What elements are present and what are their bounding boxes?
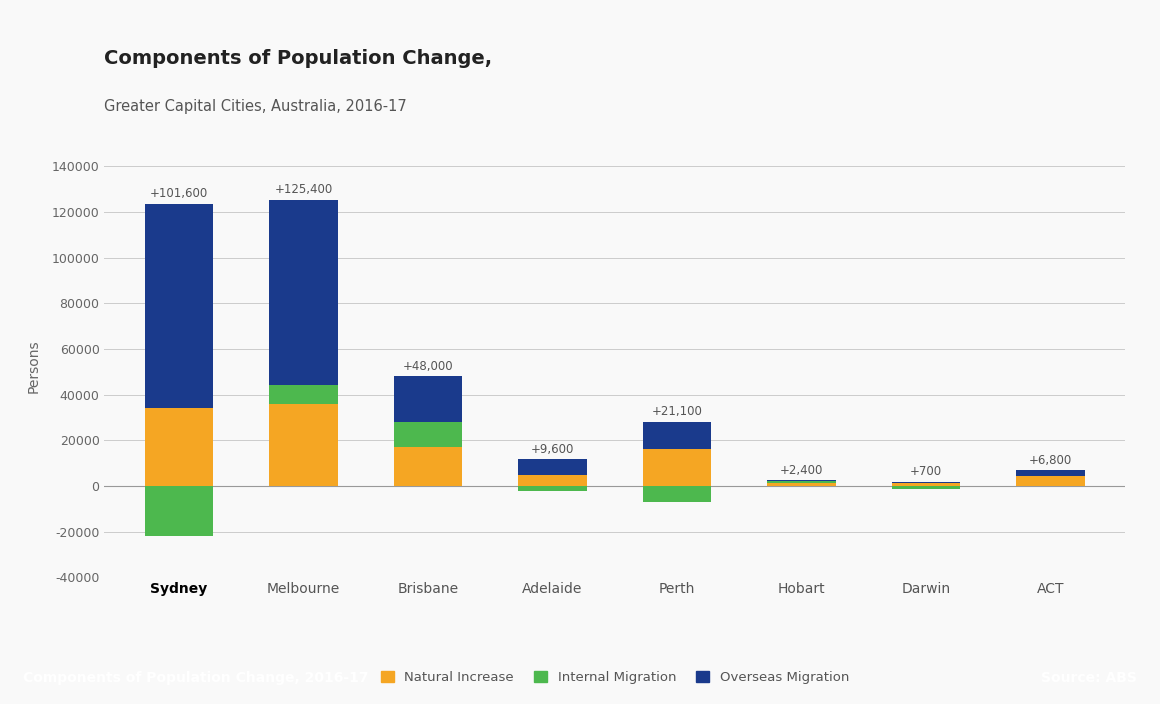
Bar <box>269 386 338 404</box>
Bar <box>519 474 587 486</box>
Text: +9,600: +9,600 <box>531 443 574 456</box>
Y-axis label: Persons: Persons <box>27 339 41 393</box>
Bar <box>394 422 463 447</box>
Bar <box>892 486 960 489</box>
Bar <box>145 486 213 536</box>
Bar <box>519 460 587 474</box>
Bar <box>1016 476 1085 486</box>
Text: +21,100: +21,100 <box>652 406 703 418</box>
Bar <box>767 480 835 482</box>
Text: +2,400: +2,400 <box>780 464 824 477</box>
Bar <box>892 482 960 486</box>
Text: Source: ABS: Source: ABS <box>1041 671 1137 684</box>
Text: +125,400: +125,400 <box>275 183 333 196</box>
Bar <box>767 482 835 483</box>
Bar <box>519 486 587 491</box>
Text: +101,600: +101,600 <box>150 187 208 201</box>
Bar <box>145 203 213 408</box>
Text: Greater Capital Cities, Australia, 2016-17: Greater Capital Cities, Australia, 2016-… <box>104 99 407 113</box>
Legend: Natural Increase, Internal Migration, Overseas Migration: Natural Increase, Internal Migration, Ov… <box>376 665 854 689</box>
Text: Components of Population Change,: Components of Population Change, <box>104 49 493 68</box>
Bar <box>269 200 338 386</box>
Bar <box>643 422 711 449</box>
Bar <box>394 447 463 486</box>
Bar <box>269 404 338 486</box>
Text: +6,800: +6,800 <box>1029 454 1072 467</box>
Text: +48,000: +48,000 <box>403 360 454 373</box>
Bar <box>643 486 711 502</box>
Text: Components of Population Change, 2016-17: Components of Population Change, 2016-17 <box>23 671 369 684</box>
Bar <box>1016 470 1085 476</box>
Text: +700: +700 <box>909 465 942 478</box>
Bar <box>145 408 213 486</box>
Bar <box>767 483 835 486</box>
Bar <box>394 377 463 422</box>
Bar <box>643 449 711 486</box>
